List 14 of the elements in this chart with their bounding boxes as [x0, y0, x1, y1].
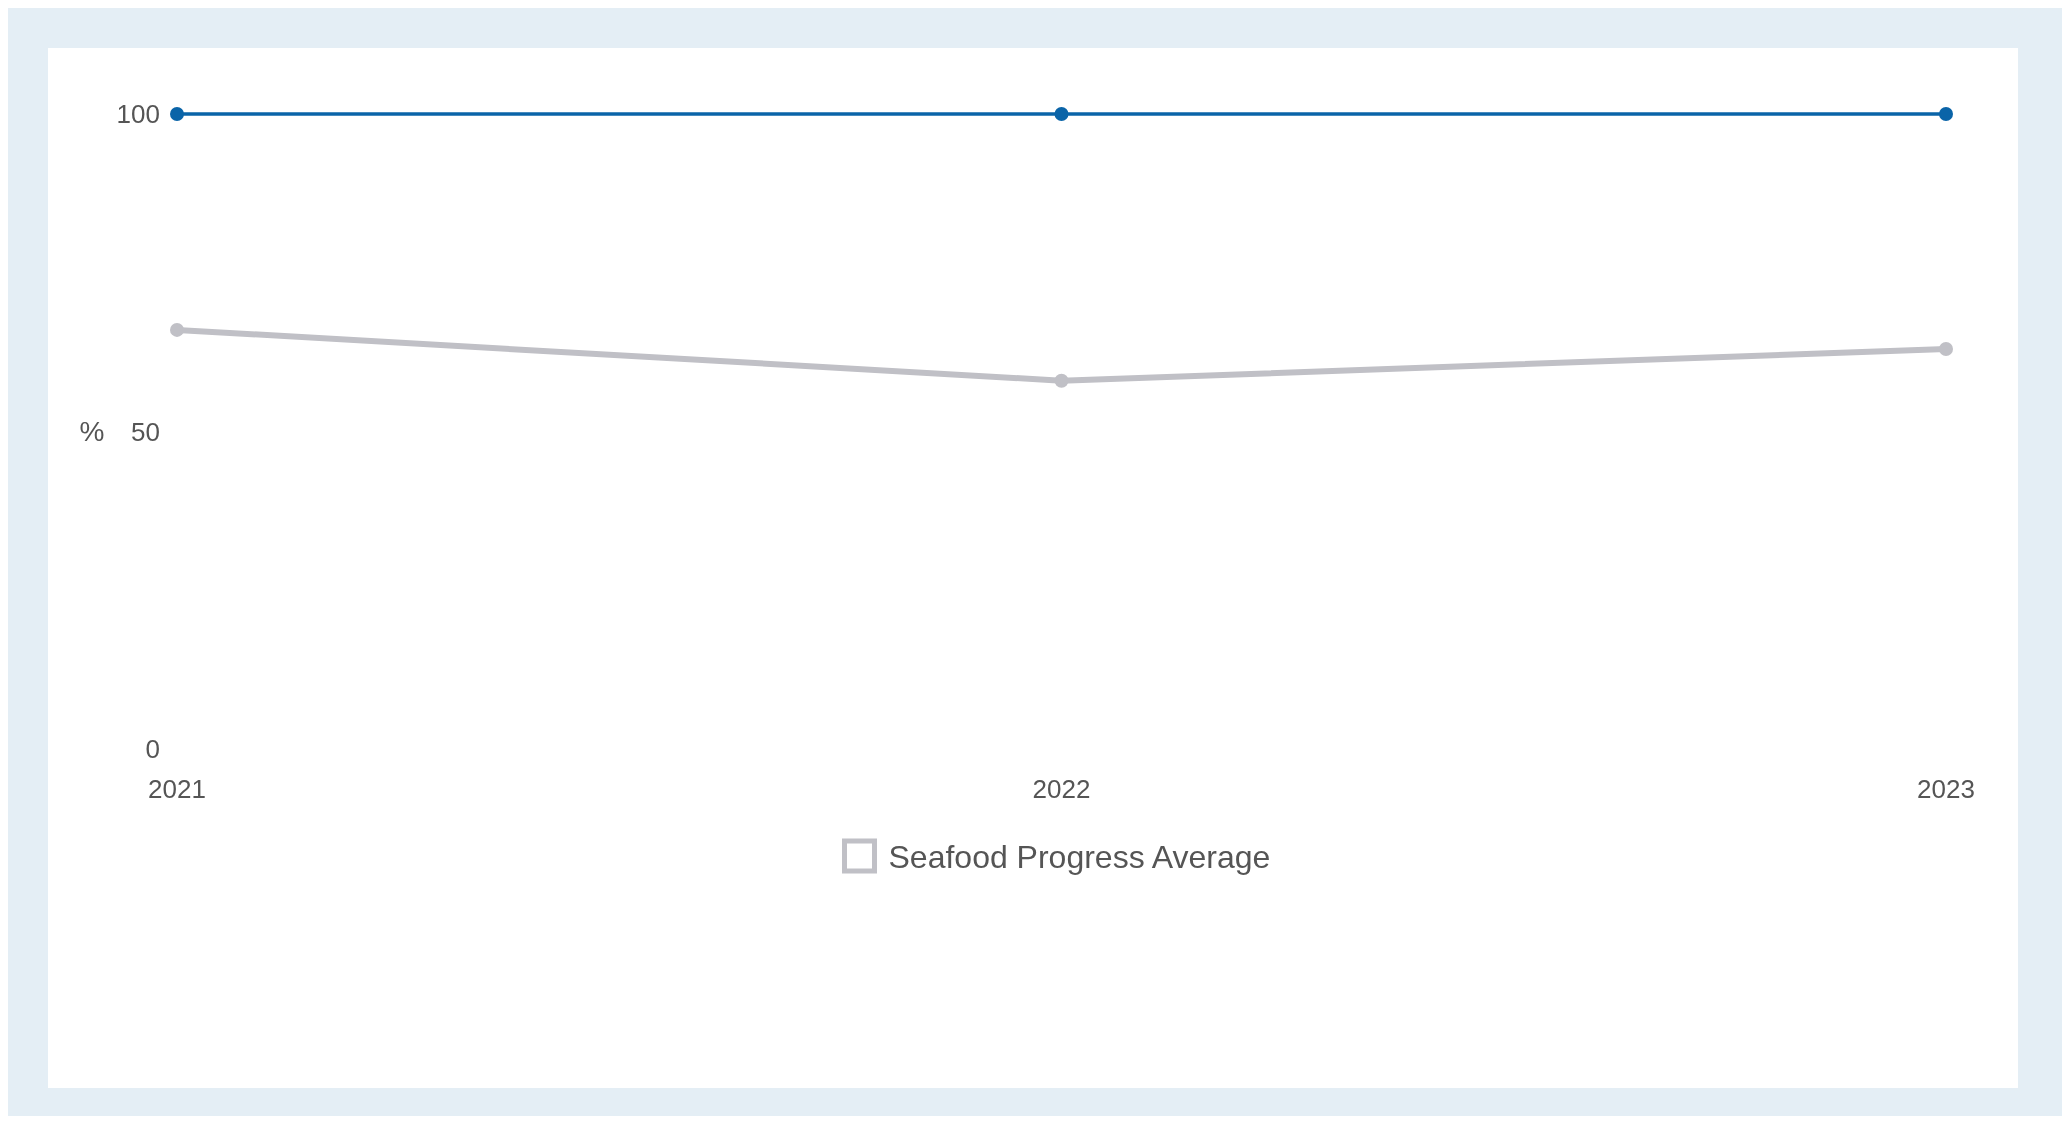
- point: [170, 107, 184, 121]
- y-tick-label: 50: [131, 416, 160, 447]
- x-tick-label: 2021: [148, 774, 206, 804]
- point: [1939, 341, 1953, 356]
- x-tick-label: 2023: [1917, 774, 1975, 804]
- point: [1054, 373, 1069, 388]
- y-tick-label: 0: [145, 734, 160, 765]
- legend-label: Seafood Progress Average: [888, 839, 1271, 876]
- x-tick-label: 2022: [1032, 774, 1091, 804]
- y-axis-title: %: [79, 416, 105, 448]
- y-tick-label: 100: [116, 99, 160, 130]
- point: [1939, 107, 1953, 121]
- point: [170, 322, 184, 337]
- point: [1054, 107, 1069, 121]
